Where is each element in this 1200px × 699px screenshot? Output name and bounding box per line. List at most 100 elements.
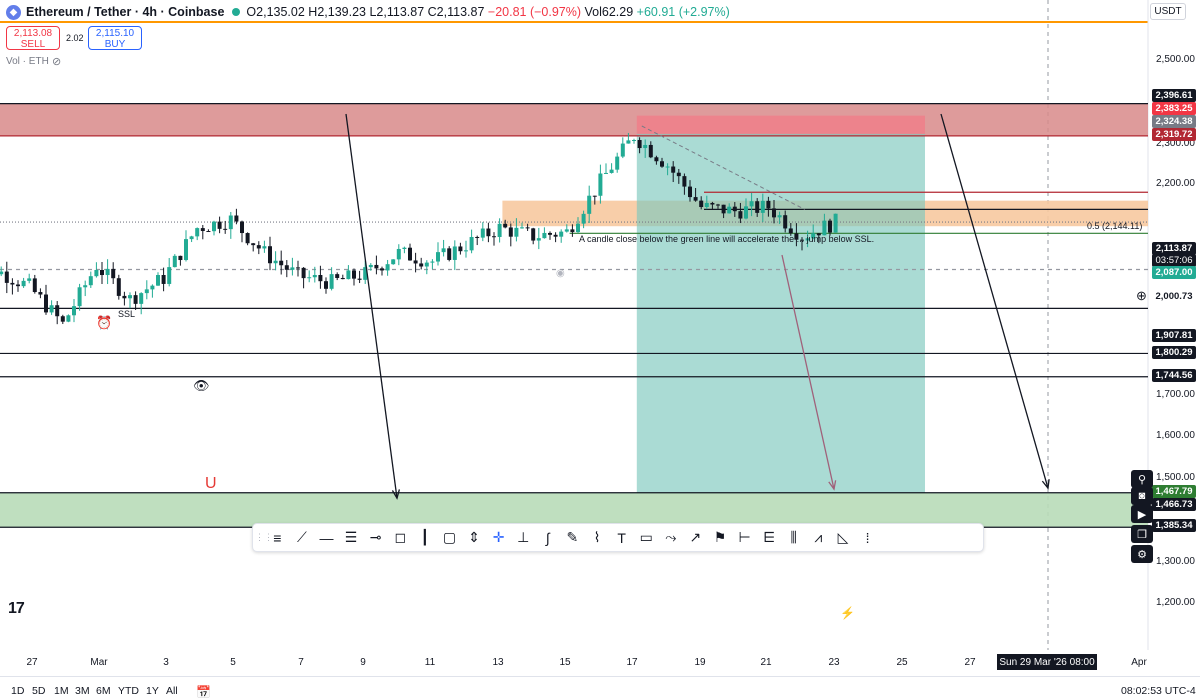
magnet-icon[interactable]: U (205, 475, 217, 492)
flag-icon[interactable]: ⚑ (713, 529, 727, 545)
sell-button[interactable]: 2,113.08 SELL (6, 26, 60, 50)
price-chart[interactable] (0, 0, 1200, 675)
copy-icon[interactable]: ❐ (1131, 525, 1153, 543)
candle-body (380, 268, 384, 271)
timeframe-1d[interactable]: 1D (11, 685, 25, 697)
price-axis-tick: 1,300.00 (1156, 556, 1195, 567)
candle-body (469, 236, 474, 251)
forecast-icon[interactable]: ⫼ (790, 529, 797, 545)
ruler-icon[interactable]: ◺ (837, 529, 849, 545)
eye-icon[interactable]: 👁 (193, 378, 210, 393)
arrows-layer (345, 113, 1050, 500)
price-tag-stop: 2,383.25 (1152, 102, 1196, 115)
path-icon[interactable]: ⤳ (665, 529, 677, 545)
candle-body (665, 166, 670, 168)
timeframe-1m[interactable]: 1M (54, 685, 69, 697)
candle-body (766, 200, 771, 209)
time-axis-tick: 25 (896, 657, 908, 668)
candle-body (480, 228, 485, 238)
vertical-text-icon[interactable]: ⊥ (517, 529, 530, 545)
trend-line-icon[interactable]: ⟋ (296, 529, 307, 545)
eye-off-icon[interactable]: ⊘ (52, 56, 62, 68)
time-cursor-label: Sun 29 Mar '26 08:00 (997, 654, 1097, 670)
date-range-calendar-icon[interactable]: 📅 (196, 685, 211, 699)
alarm-clock-icon[interactable]: ⏰ (96, 315, 113, 330)
parallel-channel-icon[interactable]: ☰ (344, 529, 358, 545)
time-axis-tick: 23 (828, 657, 840, 668)
multi-line-icon[interactable]: ≡ (273, 529, 282, 546)
camera-icon[interactable]: ◙ (1131, 487, 1153, 505)
lightning-icon[interactable]: ⚡ (840, 606, 855, 620)
price-tag-crosshair[interactable]: 2,000.73 (1152, 290, 1196, 303)
candle-body (508, 227, 513, 237)
spread-value: 2.02 (66, 33, 84, 43)
buy-label: BUY (104, 39, 126, 50)
candle-body (592, 195, 597, 197)
settings-gear-icon[interactable]: ⚙ (1131, 545, 1153, 563)
candle-body (77, 287, 82, 307)
symbol-title[interactable]: Ethereum / Tether · 4h · Coinbase (26, 5, 225, 19)
curve-icon[interactable]: ∫ (545, 529, 550, 546)
candle-body (223, 228, 228, 230)
pattern-icon[interactable]: ⩘ (814, 529, 823, 545)
candle-body (301, 267, 306, 279)
candle-body (424, 262, 429, 267)
time-axis-tick: 27 (964, 657, 976, 668)
toolbar-grip-icon[interactable]: ⋮⋮ (255, 532, 273, 542)
candles-icon[interactable]: ┃ (420, 529, 430, 545)
candle-body (503, 223, 508, 228)
add-alert-icon[interactable]: ⊕ (1136, 288, 1147, 303)
date-range-icon[interactable]: ⊢ (738, 529, 751, 545)
horizontal-ray-icon[interactable]: ⊸ (369, 529, 382, 545)
timeframe-5d[interactable]: 5D (32, 685, 46, 697)
vertical-line-icon[interactable]: ⁞ (865, 529, 870, 546)
path-projection-arrow (781, 254, 835, 490)
volume-label: Vol (584, 5, 602, 19)
path-projection-arrow-head (828, 480, 837, 491)
right-projection-arrow-head (1041, 479, 1050, 490)
price-tag-demand-top: 1,467.79 (1152, 485, 1196, 498)
price-axis-tick: 2,300.00 (1156, 138, 1195, 149)
analysis-note[interactable]: A candle close below the green line will… (579, 234, 875, 244)
highlighter-icon[interactable]: ⌇ (593, 529, 601, 545)
candle-body (777, 215, 782, 218)
text-icon[interactable]: T (617, 529, 626, 546)
timeframe-6m[interactable]: 6M (96, 685, 111, 697)
volume-legend[interactable]: Vol · ETH (6, 56, 49, 67)
candle-body (329, 274, 334, 289)
horizontal-line-icon[interactable]: — (319, 529, 334, 546)
crosshair-icon[interactable]: ✛ (492, 529, 505, 545)
arrow-icon[interactable]: ↗ (689, 529, 702, 545)
brush-icon[interactable]: ✎ (566, 529, 579, 545)
candle-body (391, 259, 396, 265)
currency-selector[interactable]: USDT (1150, 3, 1186, 20)
candle-body (430, 261, 435, 263)
candle-body (122, 295, 127, 299)
video-icon[interactable]: ▶ (1131, 505, 1153, 523)
timeframe-all[interactable]: All (166, 685, 178, 697)
timeframe-ytd[interactable]: YTD (118, 685, 139, 697)
buy-button[interactable]: 2,115.10 BUY (88, 26, 142, 50)
bar-countdown: 03:57:06 (1152, 254, 1196, 267)
fib-icon[interactable]: ⋿ (763, 529, 776, 545)
time-axis-tick: 3 (163, 657, 169, 668)
comment-icon[interactable]: ▭ (639, 529, 653, 545)
chart-header: ◆ Ethereum / Tether · 4h · Coinbase O2,1… (0, 0, 1150, 24)
candle-body (228, 215, 233, 230)
candle-body (206, 231, 211, 233)
timeframe-1y[interactable]: 1Y (146, 685, 159, 697)
rectangle-icon[interactable]: ▢ (442, 529, 457, 545)
price-range-icon[interactable]: ⇕ (468, 529, 480, 545)
candle-body (486, 228, 491, 237)
callout-icon[interactable]: ◻ (394, 529, 407, 545)
drawings-icon[interactable]: ⚲ (1131, 470, 1153, 488)
flag-marker-icon[interactable]: ◉ (556, 268, 565, 279)
price-axis-tick: 1,600.00 (1156, 430, 1195, 441)
candle-body (335, 274, 340, 278)
candle-body (419, 263, 424, 267)
drawing-toolbar[interactable]: ⋮⋮ ≡ ⟋ — ☰ ⊸ ◻ ┃ ▢ ⇕ ✛ ⊥ ∫ ✎ ⌇ T ▭ ⤳ ↗ ⚑… (252, 523, 984, 552)
fib-label: 0.5 (2,144.11) (1087, 221, 1143, 231)
utc-clock[interactable]: 08:02:53 UTC-4 (1121, 685, 1196, 697)
timeframe-3m[interactable]: 3M (75, 685, 90, 697)
candle-body (318, 275, 323, 282)
